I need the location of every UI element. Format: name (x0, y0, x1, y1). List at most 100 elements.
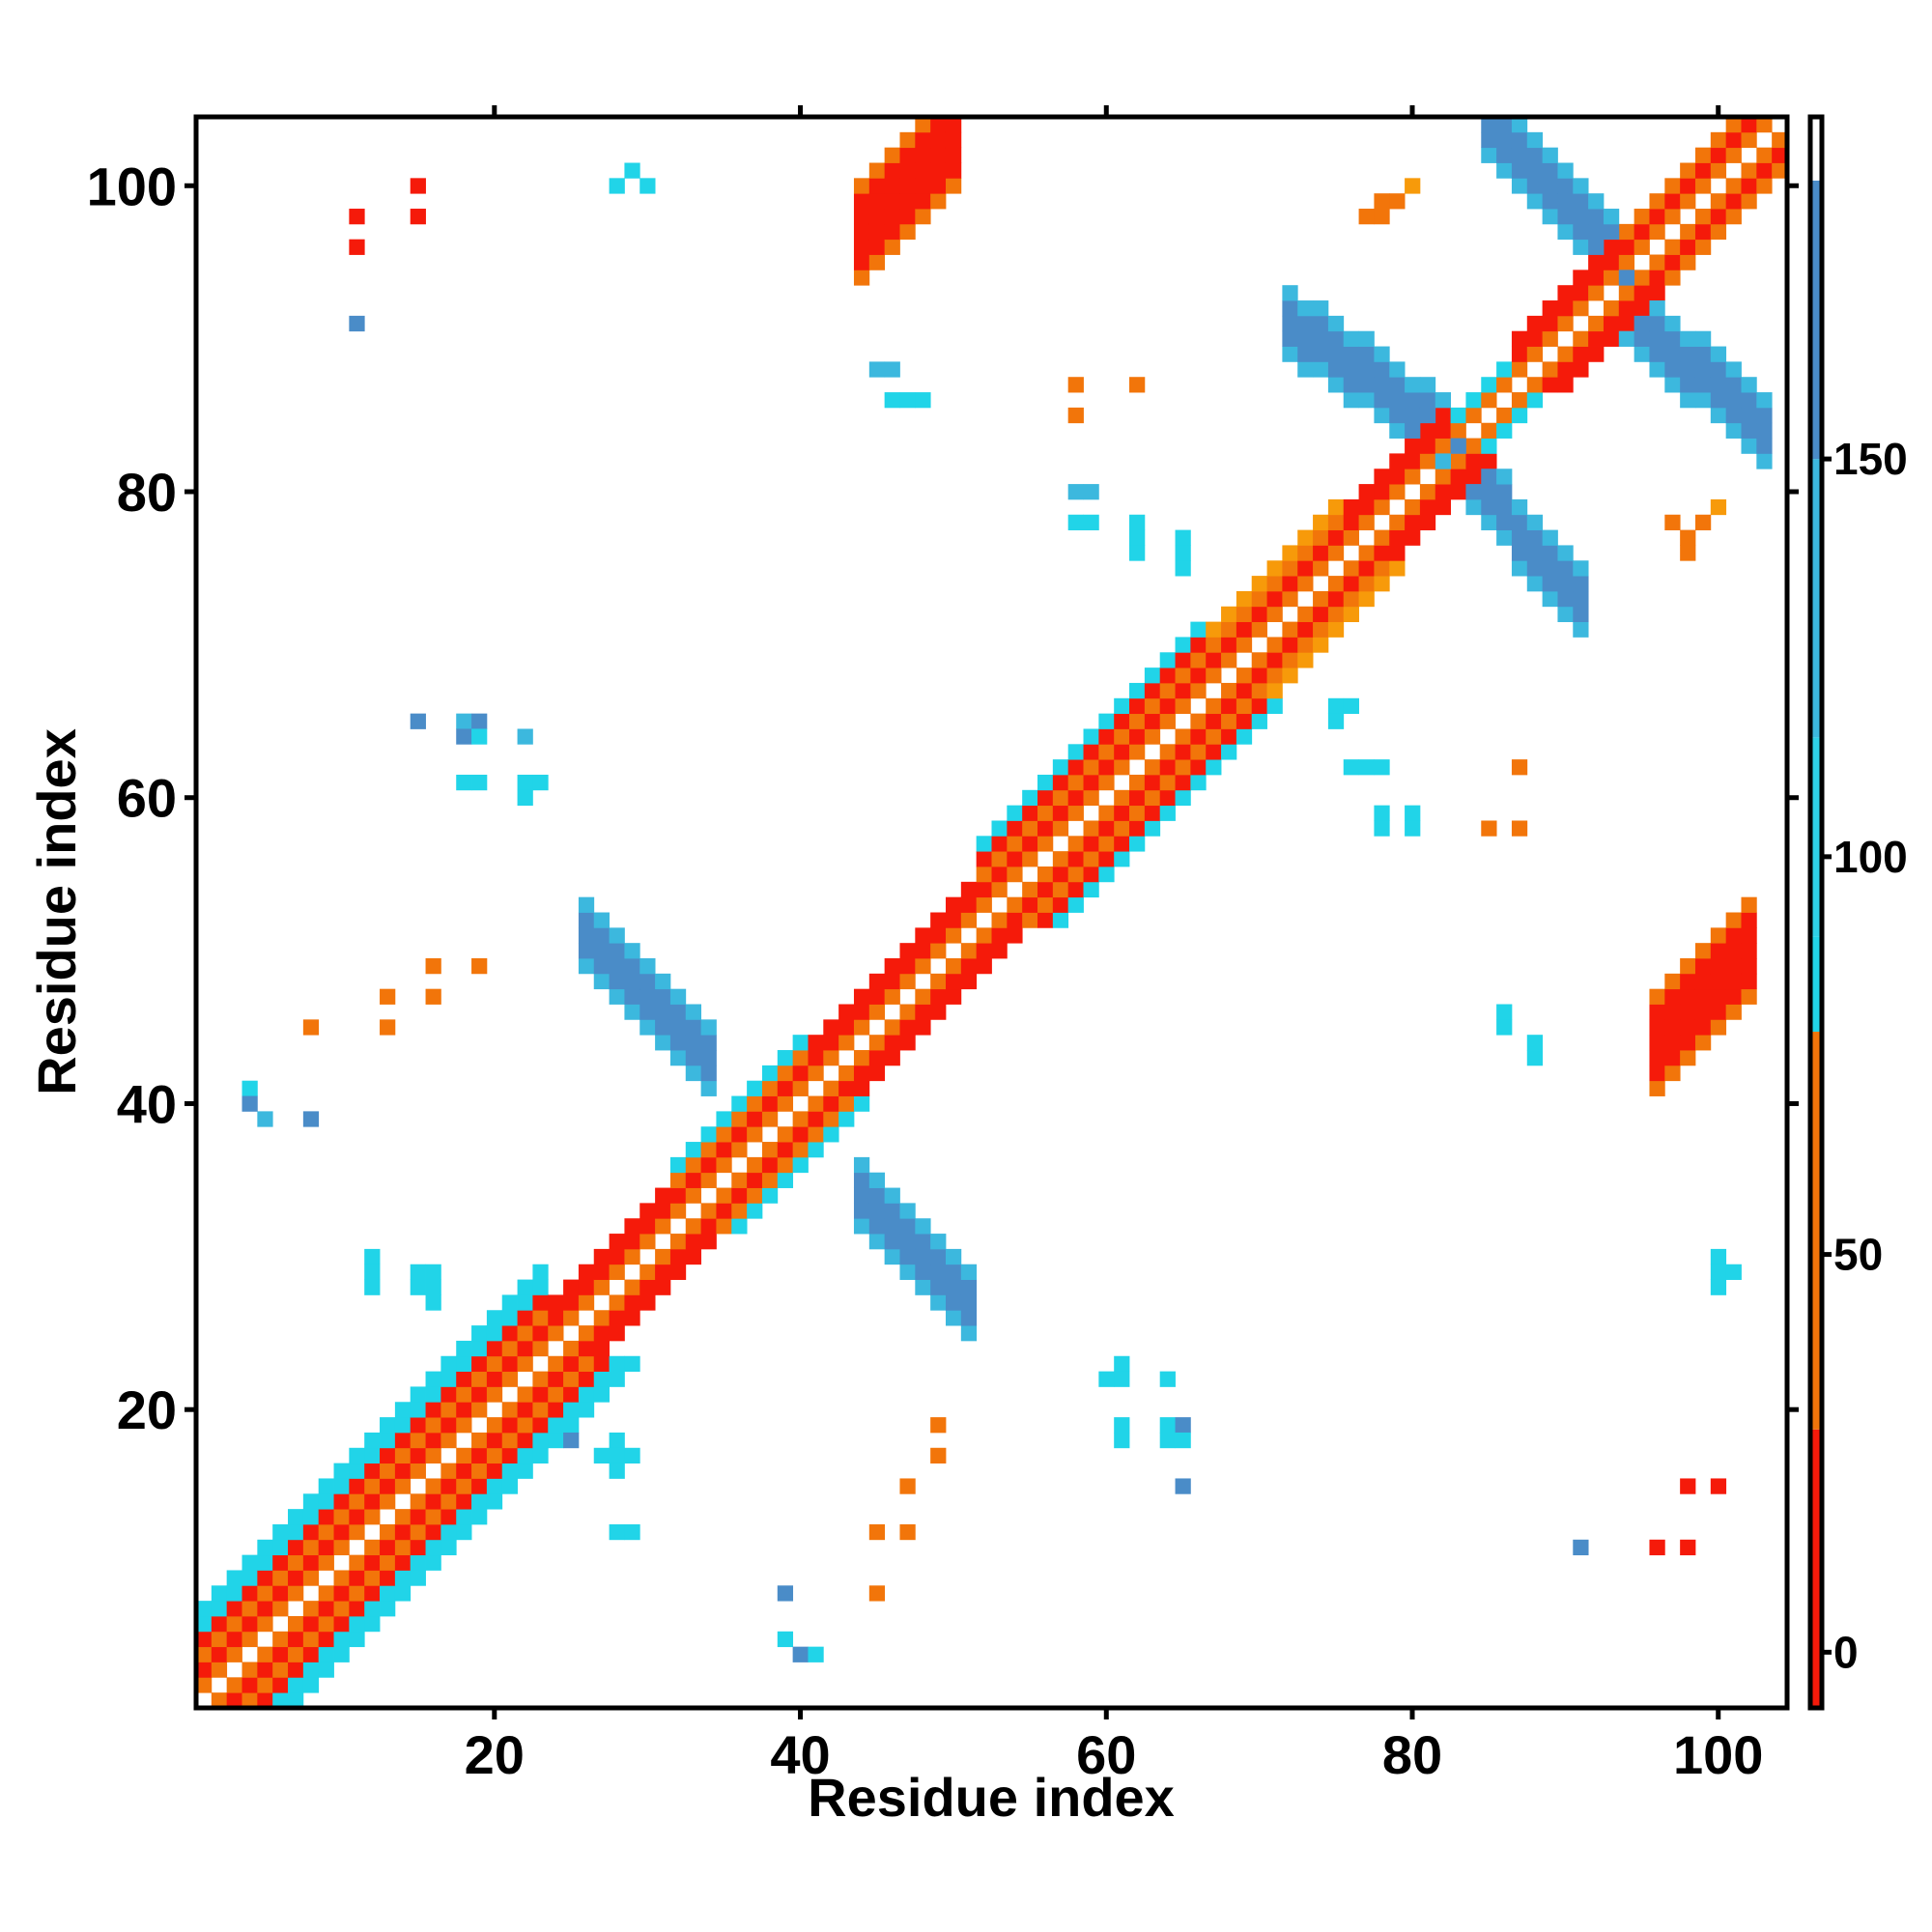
heatmap-cell (1067, 484, 1084, 500)
heatmap-cell (853, 239, 870, 255)
heatmap-cell (624, 1310, 640, 1326)
heatmap-cell (1694, 514, 1712, 530)
heatmap-cell (1634, 223, 1650, 241)
heatmap-cell (532, 1402, 549, 1418)
heatmap-cell (685, 1248, 702, 1265)
heatmap-cell (915, 209, 931, 225)
heatmap-cell (1419, 514, 1436, 530)
heatmap-cell (1405, 438, 1421, 454)
heatmap-cell (1022, 912, 1038, 928)
heatmap-cell (1694, 943, 1712, 959)
heatmap-cell (1741, 988, 1757, 1005)
heatmap-cell (1175, 1432, 1191, 1449)
heatmap-cell (1374, 209, 1390, 225)
heatmap-cell (440, 1355, 457, 1372)
heatmap-cell (1511, 392, 1528, 409)
heatmap-cell (593, 1355, 610, 1372)
heatmap-cell (1343, 529, 1359, 546)
heatmap-cell (349, 1615, 365, 1633)
heatmap-cell (624, 1248, 640, 1265)
heatmap-cell (853, 1050, 870, 1066)
heatmap-cell (563, 1432, 580, 1449)
heatmap-cell (563, 1279, 580, 1295)
heatmap-cell (669, 1019, 687, 1036)
heatmap-cell (823, 1050, 839, 1066)
heatmap-cell (1481, 453, 1497, 469)
heatmap-cell (272, 1570, 289, 1586)
heatmap-cell (609, 1523, 625, 1541)
heatmap-cell (1511, 498, 1528, 516)
heatmap-cell (1496, 1004, 1513, 1020)
heatmap-cell (1405, 392, 1421, 409)
heatmap-cell (1603, 209, 1620, 225)
heatmap-cell (1481, 147, 1497, 163)
heatmap-cell (823, 1111, 839, 1127)
heatmap-cell (976, 958, 992, 975)
heatmap-cell (380, 1417, 396, 1434)
heatmap-cell (302, 1631, 320, 1648)
heatmap-cell (226, 1601, 242, 1617)
heatmap-cell (868, 1004, 886, 1020)
heatmap-cell (899, 1004, 916, 1020)
heatmap-cell (747, 1095, 763, 1112)
heatmap-cell (486, 1447, 503, 1464)
heatmap-cell (1526, 178, 1544, 194)
heatmap-cell (548, 1386, 564, 1403)
heatmap-cell (1710, 1478, 1727, 1494)
heatmap-cell (1175, 789, 1191, 807)
heatmap-cell (1450, 407, 1466, 424)
heatmap-cell (960, 973, 978, 990)
heatmap-cell (1588, 254, 1605, 270)
heatmap-cell (1129, 789, 1146, 807)
heatmap-cell (1343, 606, 1359, 623)
heatmap-cell (1680, 1539, 1696, 1556)
heatmap-cell (349, 1463, 365, 1479)
heatmap-cell (1159, 713, 1176, 729)
heatmap-cell (1511, 759, 1528, 776)
heatmap-cell (471, 774, 488, 791)
heatmap-cell (1664, 346, 1681, 362)
heatmap-cell (1067, 744, 1084, 760)
heatmap-cell (1542, 330, 1558, 347)
heatmap-cell (1557, 178, 1574, 194)
heatmap-cell (1511, 330, 1528, 347)
heatmap-cell (945, 927, 962, 944)
heatmap-cell (1710, 1019, 1727, 1036)
heatmap-cell (1251, 682, 1267, 699)
heatmap-cell (272, 1585, 289, 1602)
heatmap-cell (685, 1035, 702, 1051)
heatmap-cell (1175, 545, 1191, 561)
heatmap-cell (333, 1539, 350, 1556)
heatmap-cell (410, 1279, 426, 1295)
heatmap-cell (578, 1264, 595, 1280)
heatmap-cell (1022, 820, 1038, 837)
heatmap-cell (425, 1294, 441, 1311)
x-axis-ticks: 20 40 60 80 100 (465, 105, 1763, 1785)
heatmap-cell (1297, 652, 1314, 668)
heatmap-cell (471, 1432, 488, 1449)
heatmap-cell (1649, 209, 1665, 225)
heatmap-cell (1114, 759, 1130, 776)
heatmap-cell (960, 896, 978, 913)
heatmap-cell (609, 1234, 625, 1250)
heatmap-cell (731, 1095, 748, 1112)
heatmap-cell (1557, 193, 1574, 210)
heatmap-cell (1282, 300, 1298, 317)
heatmap-cell (1144, 820, 1161, 837)
heatmap-cell (1221, 606, 1237, 623)
heatmap-cell (548, 1294, 564, 1311)
heatmap-cell (1343, 590, 1359, 608)
heatmap-cell (991, 912, 1008, 928)
heatmap-cell (1327, 377, 1345, 393)
heatmap-cell (1710, 1264, 1727, 1280)
heatmap-cell (318, 1509, 334, 1525)
heatmap-cell (1618, 270, 1635, 286)
heatmap-cell (440, 1386, 457, 1403)
heatmap-cell (1129, 774, 1146, 791)
heatmap-cell (349, 209, 365, 225)
heatmap-cell (532, 1264, 549, 1280)
heatmap-cell (318, 1615, 334, 1633)
heatmap-cell (1297, 361, 1314, 378)
colorbar-bin (1810, 117, 1822, 181)
heatmap-cell (1114, 805, 1130, 821)
